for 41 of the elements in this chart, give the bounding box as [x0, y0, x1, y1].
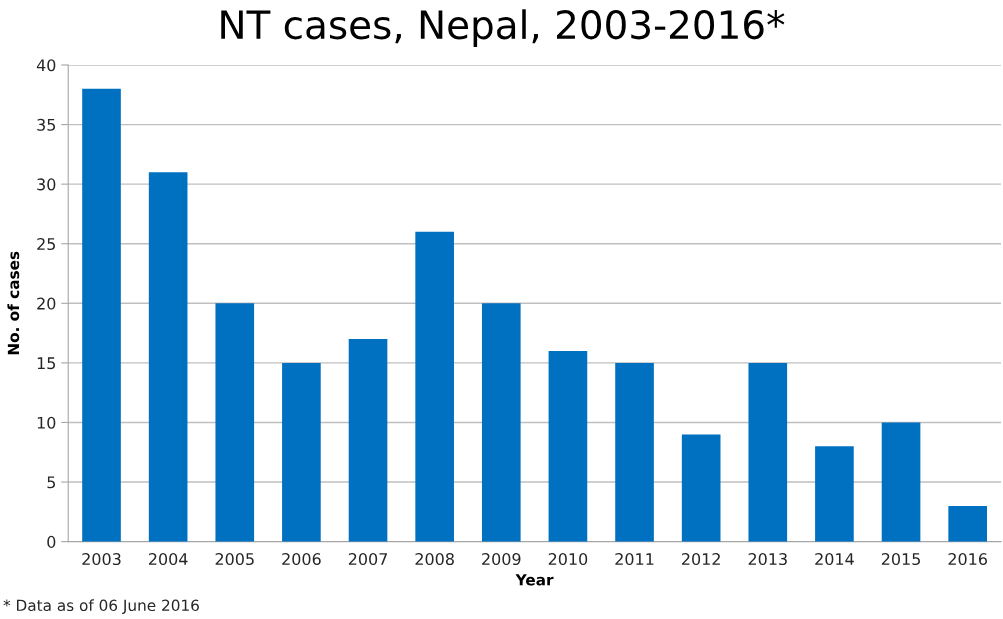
bar	[415, 231, 454, 542]
y-tick-label: 30	[37, 178, 56, 191]
y-tick-label: 20	[37, 297, 56, 310]
chart-title: NT cases, Nepal, 2003-2016*	[221, 9, 785, 47]
y-tick-label: 10	[37, 416, 56, 429]
x-tick-label: 2011	[615, 553, 654, 566]
bar	[748, 362, 788, 542]
x-tick-label: 2004	[148, 553, 188, 566]
text: * Data as of 06 June 2016	[3, 599, 199, 614]
bar	[481, 303, 521, 542]
bar	[148, 172, 188, 542]
x-tick-label: 2010	[548, 553, 588, 566]
x-tick-label: 2015	[881, 553, 920, 566]
bar	[681, 434, 721, 542]
x-tick-label: 2016	[948, 553, 987, 566]
y-tick-label: 0	[47, 535, 56, 548]
y-tick-label: 35	[37, 118, 55, 131]
bar	[615, 362, 654, 542]
bar	[282, 362, 321, 542]
bar	[881, 422, 921, 542]
y-tick-label: 5	[47, 476, 55, 489]
bar	[215, 303, 255, 542]
x-tick-label: 2013	[748, 553, 787, 566]
y-tick-label: 40	[36, 59, 56, 72]
bar	[348, 339, 388, 542]
x-tick-label: 2003	[82, 553, 121, 566]
bar	[815, 446, 854, 542]
bar	[82, 88, 121, 542]
x-axis-title: Year	[515, 574, 554, 586]
y-axis-title: No. of cases	[7, 251, 20, 355]
bar	[548, 350, 588, 542]
x-tick-label: 2006	[282, 553, 321, 566]
bar	[948, 505, 987, 542]
x-tick-label: 2007	[348, 553, 387, 566]
x-tick-label: 2014	[815, 553, 854, 566]
y-tick-label: 15	[37, 357, 55, 370]
x-tick-label: 2009	[482, 553, 521, 566]
x-tick-label: 2005	[215, 553, 254, 566]
y-tick-label: 25	[37, 237, 55, 251]
x-tick-label: 2012	[682, 553, 720, 566]
x-tick-label: 2008	[415, 553, 454, 566]
